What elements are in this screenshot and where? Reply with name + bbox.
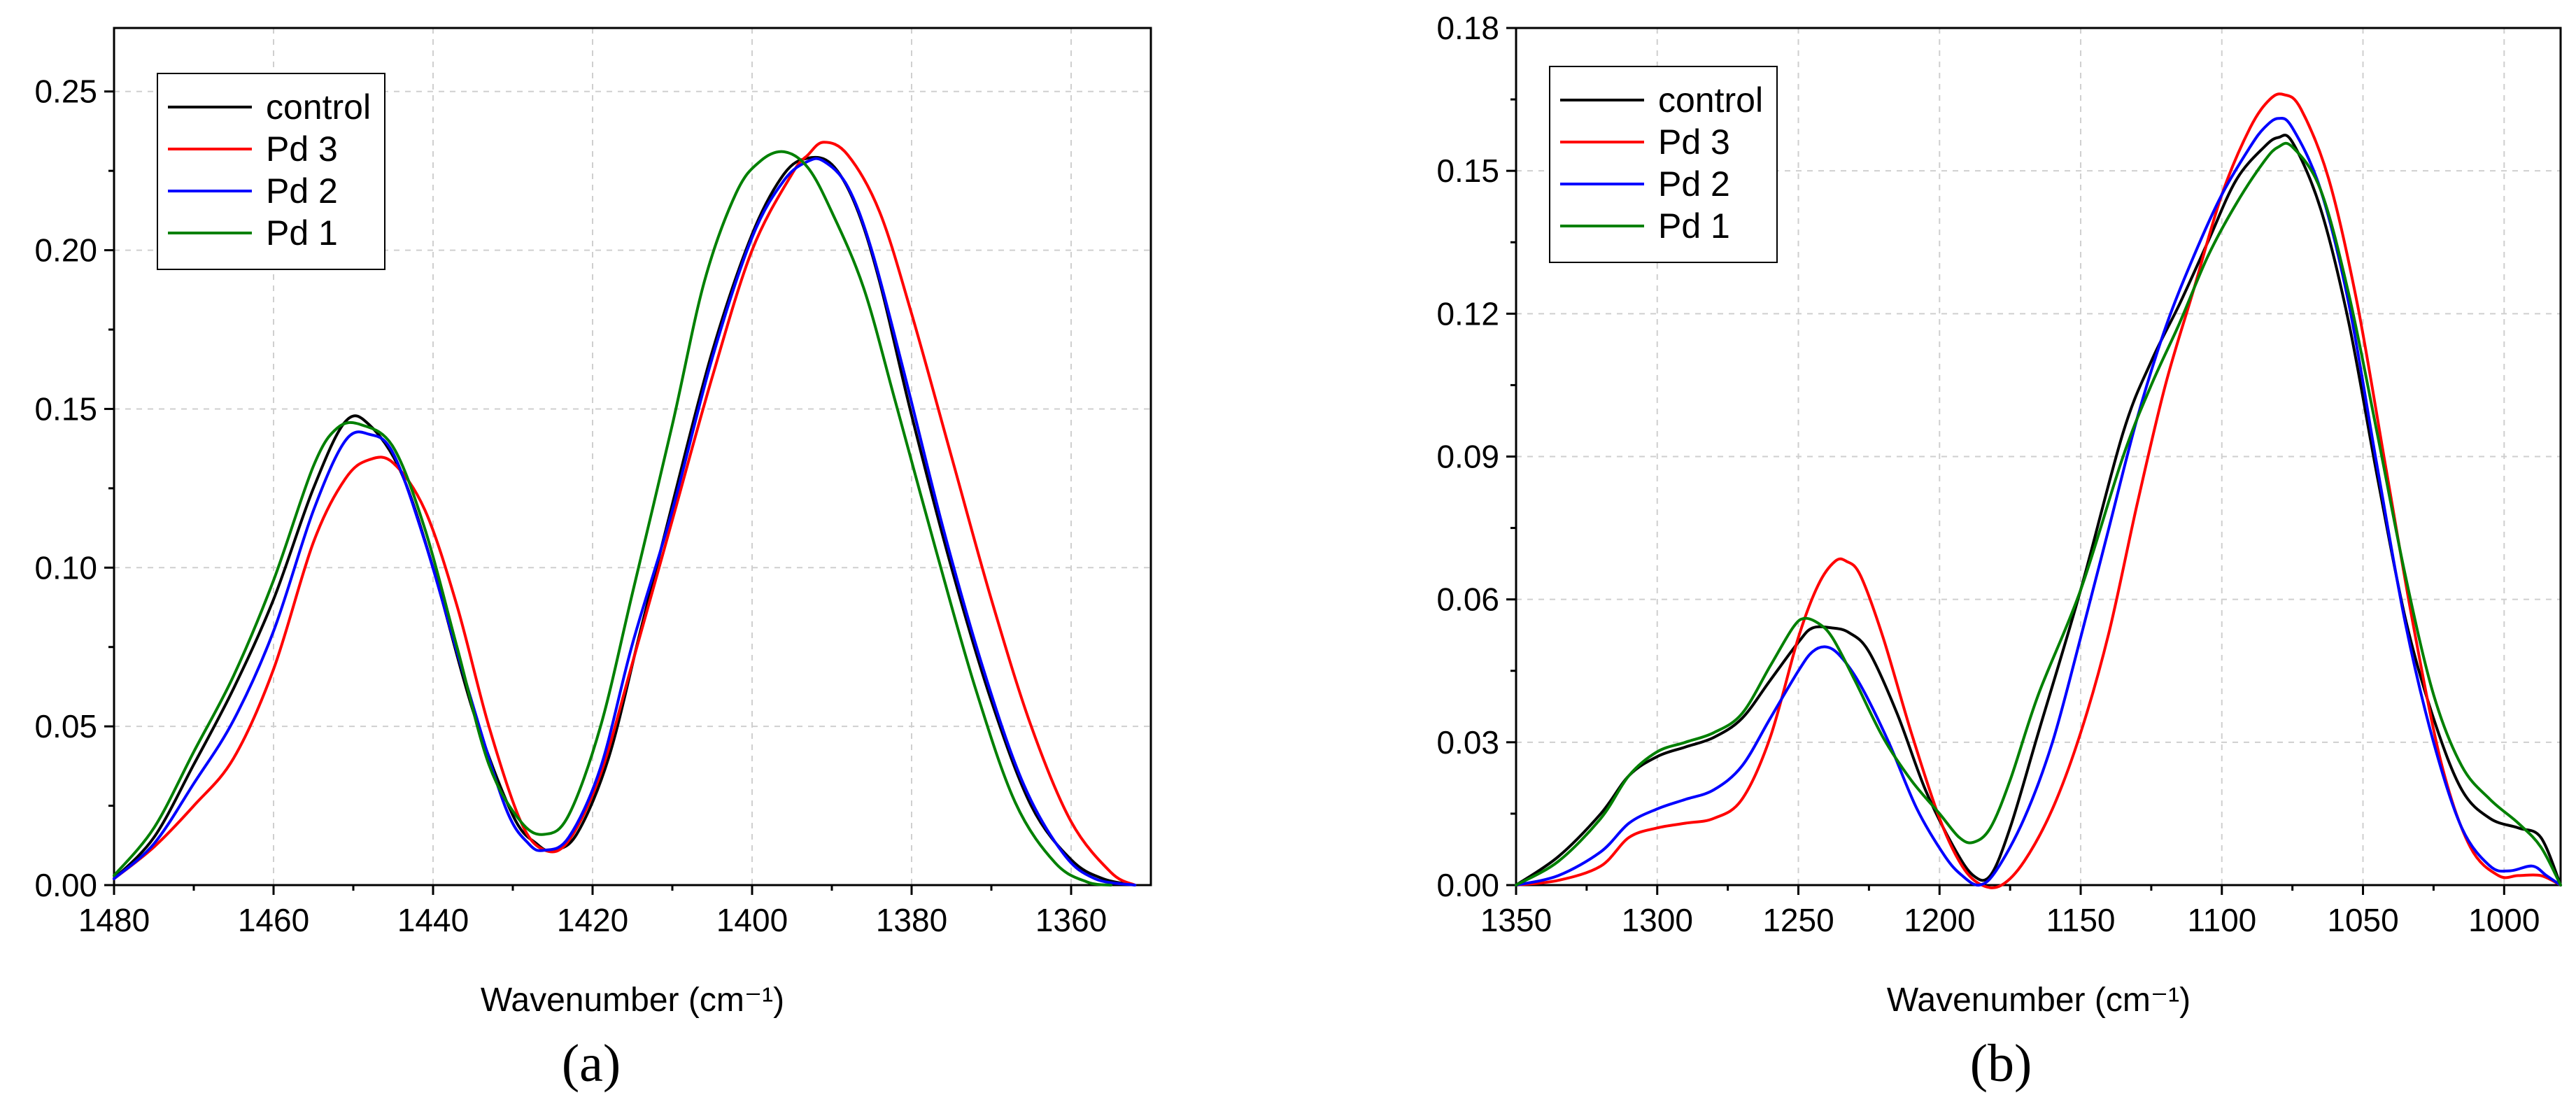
series-line-pd-1 [113, 150, 1112, 886]
y-tick-label: 0.12 [1436, 295, 1499, 332]
y-tick-label: 0.05 [34, 708, 97, 744]
legend-label: Pd 3 [1658, 122, 1730, 162]
series-line-pd-2 [113, 157, 1137, 886]
legend-label: Pd 2 [266, 171, 338, 211]
legend-label: control [1658, 80, 1763, 120]
y-tick-label: 0.15 [1436, 153, 1499, 189]
panel-label-a: (a) [562, 1034, 621, 1093]
series-line-pd-2 [1515, 117, 2562, 887]
x-tick-label: 1150 [2046, 902, 2116, 938]
legend-label: Pd 1 [1658, 206, 1730, 246]
x-tick-label: 1420 [557, 902, 628, 938]
x-tick-label: 1050 [2327, 902, 2398, 938]
x-tick-label: 1400 [716, 902, 788, 938]
ticks-a: 1480 1460 1440 1420 1400 1380 1360 0.00 0.05 0.10… [34, 73, 1107, 938]
series-a [113, 141, 1137, 886]
y-tick-label: 0.20 [34, 232, 97, 269]
y-tick-label: 0.00 [34, 867, 97, 903]
y-tick-label: 0.15 [34, 390, 97, 427]
chart-panel-b: 1350 1300 1250 1200 1150 1100 1050 1000 0.00 0.03… [1436, 10, 2562, 1093]
x-tick-label: 1250 [1762, 902, 1834, 938]
x-axis-title-b: Wavenumber (cm⁻¹) [1887, 982, 2191, 1019]
y-tick-label: 0.00 [1436, 867, 1499, 903]
x-tick-label: 1440 [397, 902, 469, 938]
y-tick-label: 0.18 [1436, 10, 1499, 46]
x-tick-label: 1360 [1035, 902, 1107, 938]
plot-frame-a [113, 27, 1152, 886]
legend-label: Pd 1 [266, 213, 338, 253]
x-axis-title-a: Wavenumber (cm⁻¹) [481, 982, 784, 1019]
y-tick-label: 0.09 [1436, 439, 1499, 475]
x-tick-label: 1380 [876, 902, 947, 938]
x-tick-label: 1480 [78, 902, 150, 938]
y-tick-label: 0.25 [34, 73, 97, 110]
y-tick-label: 0.06 [1436, 581, 1499, 618]
legend-label: control [266, 87, 371, 127]
x-tick-label: 1200 [1904, 902, 1975, 938]
x-tick-label: 1350 [1480, 902, 1552, 938]
ticks-b: 1350 1300 1250 1200 1150 1100 1050 1000 0.00 0.03… [1436, 10, 2540, 938]
y-tick-label: 0.10 [34, 549, 97, 586]
x-tick-label: 1100 [2187, 902, 2256, 938]
legend-label: Pd 2 [1658, 164, 1730, 204]
x-tick-label: 1000 [2468, 902, 2540, 938]
y-tick-label: 0.03 [1436, 724, 1499, 761]
panel-label-b: (b) [1970, 1034, 2032, 1093]
legend-label: Pd 3 [266, 129, 338, 169]
series-b [1515, 92, 2562, 889]
x-tick-label: 1460 [238, 902, 309, 938]
chart-panel-a: 1480 1460 1440 1420 1400 1380 1360 0.00 0.05 0.10… [34, 27, 1152, 1093]
series-line-pd-1 [1515, 141, 2562, 886]
series-line-pd-3 [113, 141, 1137, 886]
x-tick-label: 1300 [1622, 902, 1693, 938]
